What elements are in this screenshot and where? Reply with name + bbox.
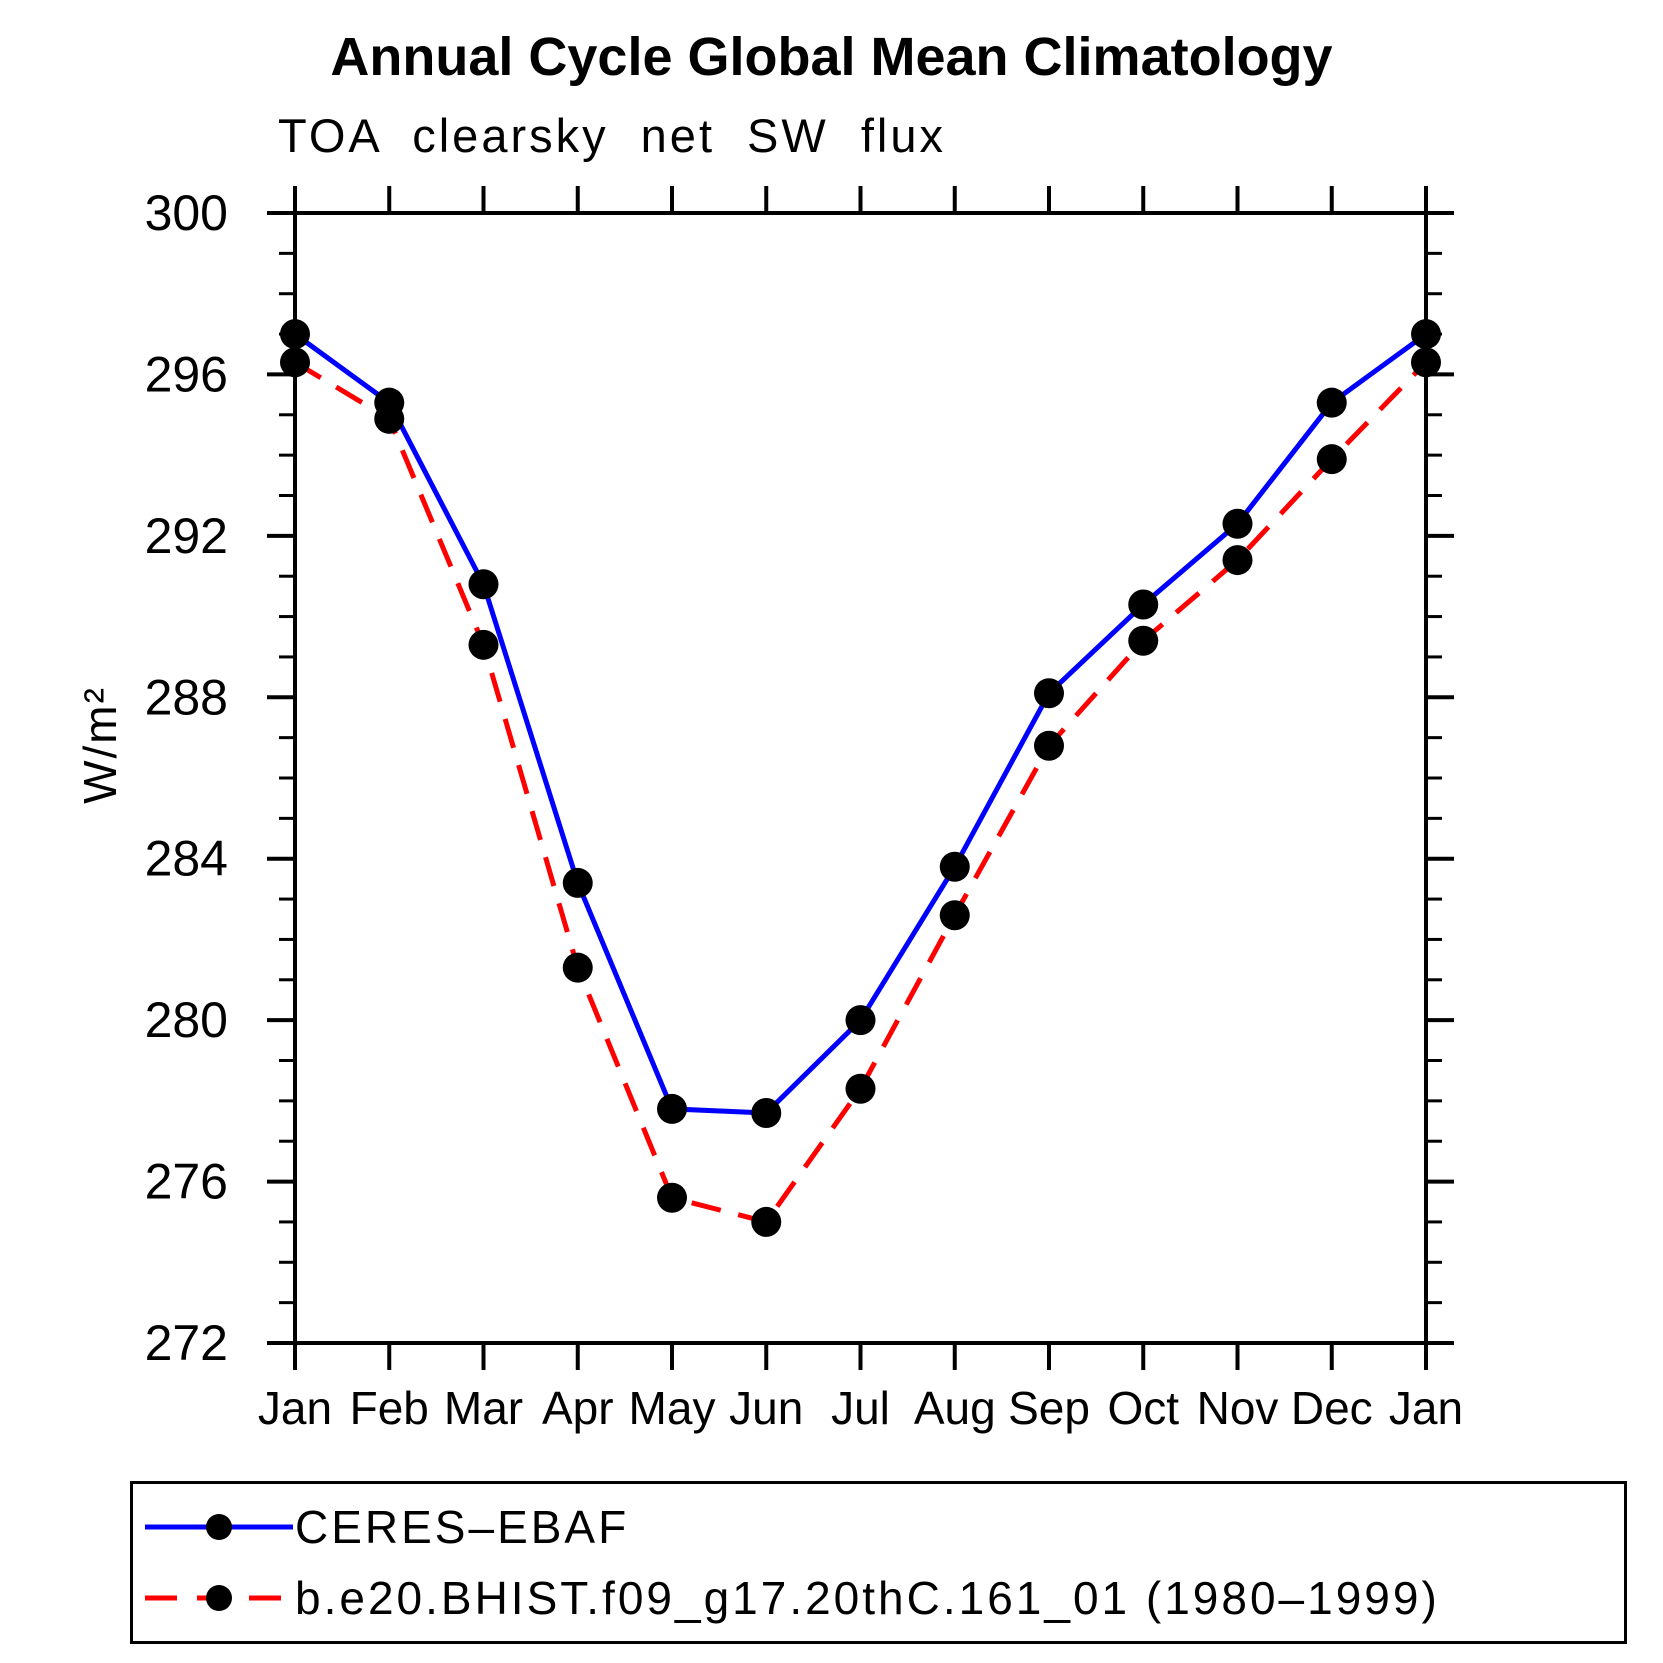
x-tick-label: May bbox=[629, 1382, 716, 1434]
data-point-marker bbox=[1034, 730, 1064, 761]
legend-sample-marker-icon bbox=[206, 1514, 232, 1541]
legend-label-ceres: CERES–EBAF bbox=[295, 1501, 630, 1554]
data-point-marker bbox=[1034, 678, 1064, 709]
legend-box: CERES–EBAF b.e20.BHIST.f09_g17.20thC.161… bbox=[130, 1481, 1627, 1644]
y-tick-label: 276 bbox=[145, 1154, 228, 1210]
data-point-marker bbox=[1128, 625, 1159, 656]
data-point-marker bbox=[562, 867, 593, 898]
data-point-marker bbox=[280, 347, 310, 378]
data-point-marker bbox=[1316, 444, 1347, 475]
y-tick-label: 272 bbox=[145, 1315, 228, 1371]
x-tick-label: Mar bbox=[444, 1382, 523, 1434]
y-tick-label: 292 bbox=[145, 508, 228, 564]
data-point-marker bbox=[939, 900, 970, 931]
legend-item-ceres: CERES–EBAF bbox=[143, 1500, 1624, 1554]
data-point-marker bbox=[1411, 319, 1441, 350]
data-point-marker bbox=[468, 569, 499, 600]
legend-item-model: b.e20.BHIST.f09_g17.20thC.161_01 (1980–1… bbox=[143, 1571, 1624, 1625]
chart-subtitle: TOA clearsky net SW flux bbox=[278, 109, 946, 162]
x-tick-label: Sep bbox=[1008, 1382, 1090, 1434]
data-point-marker bbox=[657, 1093, 687, 1124]
data-point-marker bbox=[1411, 347, 1441, 378]
legend-label-model: b.e20.BHIST.f09_g17.20thC.161_01 (1980–1… bbox=[295, 1571, 1440, 1624]
x-tick-label: Dec bbox=[1291, 1382, 1373, 1434]
data-point-marker bbox=[845, 1005, 876, 1036]
x-tick-label: Oct bbox=[1107, 1382, 1179, 1434]
series-line-0 bbox=[293, 332, 1428, 1116]
data-point-marker bbox=[657, 1182, 687, 1213]
x-tick-label: Nov bbox=[1197, 1382, 1279, 1434]
legend-line-dashed-red bbox=[145, 1584, 293, 1611]
legend-line-solid-blue bbox=[145, 1514, 293, 1541]
x-tick-label: Jun bbox=[729, 1382, 803, 1434]
y-tick-label: 284 bbox=[145, 831, 228, 887]
legend-sample-marker-icon bbox=[206, 1584, 232, 1611]
x-tick-label: Jan bbox=[258, 1382, 332, 1434]
data-point-marker bbox=[939, 851, 970, 882]
data-point-marker bbox=[1222, 545, 1253, 576]
data-point-marker bbox=[1316, 387, 1347, 418]
data-point-marker bbox=[562, 952, 593, 983]
y-tick-label: 288 bbox=[145, 669, 228, 725]
data-point-marker bbox=[280, 319, 310, 350]
data-point-marker bbox=[751, 1206, 782, 1237]
x-tick-label: Jul bbox=[831, 1382, 890, 1434]
data-point-marker bbox=[1128, 589, 1159, 620]
data-point-marker bbox=[845, 1073, 876, 1104]
x-tick-label: Feb bbox=[350, 1382, 429, 1434]
data-point-marker bbox=[751, 1097, 782, 1128]
data-point-marker bbox=[468, 629, 499, 660]
y-tick-label: 280 bbox=[145, 992, 228, 1048]
data-point-marker bbox=[374, 403, 405, 434]
y-tick-label: 296 bbox=[145, 346, 228, 402]
chart-title: Annual Cycle Global Mean Climatology bbox=[330, 27, 1333, 87]
plot-frame bbox=[293, 211, 1428, 1345]
x-tick-label: Jan bbox=[1389, 1382, 1463, 1434]
data-point-marker bbox=[1222, 508, 1253, 539]
y-tick-label: 300 bbox=[145, 185, 228, 241]
x-tick-label: Aug bbox=[914, 1382, 996, 1434]
x-tick-label: Apr bbox=[542, 1382, 614, 1434]
